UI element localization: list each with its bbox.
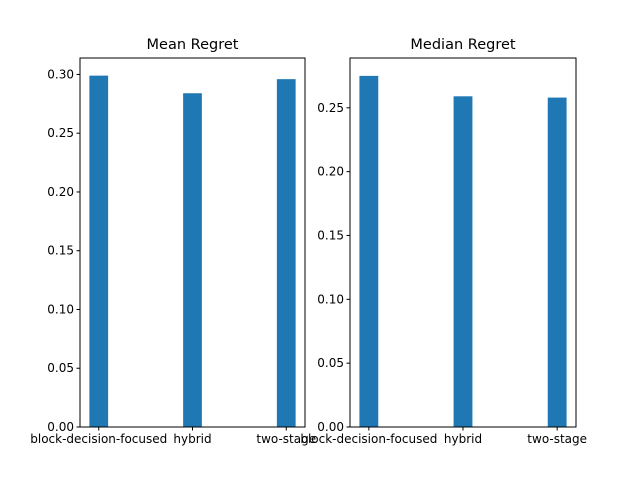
median-regret-ytick-label-3: 0.15 (317, 228, 344, 242)
mean-regret-ytick-label-0: 0.00 (47, 420, 74, 434)
mean-regret-ytick-label-3: 0.15 (47, 244, 74, 258)
mean-regret-bar-0 (89, 75, 109, 428)
median-regret-title: Median Regret (410, 37, 515, 53)
median-regret-bar-2 (547, 97, 567, 428)
mean-regret-ytick-label-6: 0.30 (47, 67, 74, 81)
median-regret-ytick-label-2: 0.10 (317, 292, 344, 306)
mean-regret-xtick-label-2: two-stage (256, 432, 316, 446)
mean-regret-title: Mean Regret (147, 37, 239, 53)
median-regret-ytick-label-1: 0.05 (317, 356, 344, 370)
median-regret-ytick-label-5: 0.25 (317, 101, 344, 115)
mean-regret-bar-2 (276, 79, 296, 427)
mean-regret-ytick-label-4: 0.20 (47, 185, 74, 199)
median-regret-bar-0 (359, 75, 379, 428)
mean-regret-ytick-label-5: 0.25 (47, 126, 74, 140)
median-regret-bar-1 (453, 96, 473, 427)
mean-regret-bar-1 (183, 93, 202, 428)
mean-regret-xtick-label-1: hybrid (173, 432, 211, 446)
median-regret-subplot: 0.00 0.05 0.10 0.15 0.20 0.25 block-decision-f… (300, 37, 587, 446)
mean-regret-axes-frame (79, 57, 306, 428)
median-regret-xtick-label-1: hybrid (444, 432, 482, 446)
median-regret-xtick-label-0: block-decision-focused (300, 432, 437, 446)
median-regret-ytick-label-0: 0.00 (317, 420, 344, 434)
mean-regret-ytick-label-2: 0.10 (47, 302, 74, 316)
median-regret-ytick-label-4: 0.20 (317, 165, 344, 179)
mean-regret-xtick-label-0: block-decision-focused (30, 432, 167, 446)
median-regret-xtick-label-2: two-stage (527, 432, 587, 446)
mean-regret-ytick-label-1: 0.05 (47, 361, 74, 375)
median-regret-axes-frame (349, 57, 577, 428)
mean-regret-subplot: 0.00 0.05 0.10 0.15 0.20 0.25 0.30 block-decisi… (30, 37, 316, 446)
